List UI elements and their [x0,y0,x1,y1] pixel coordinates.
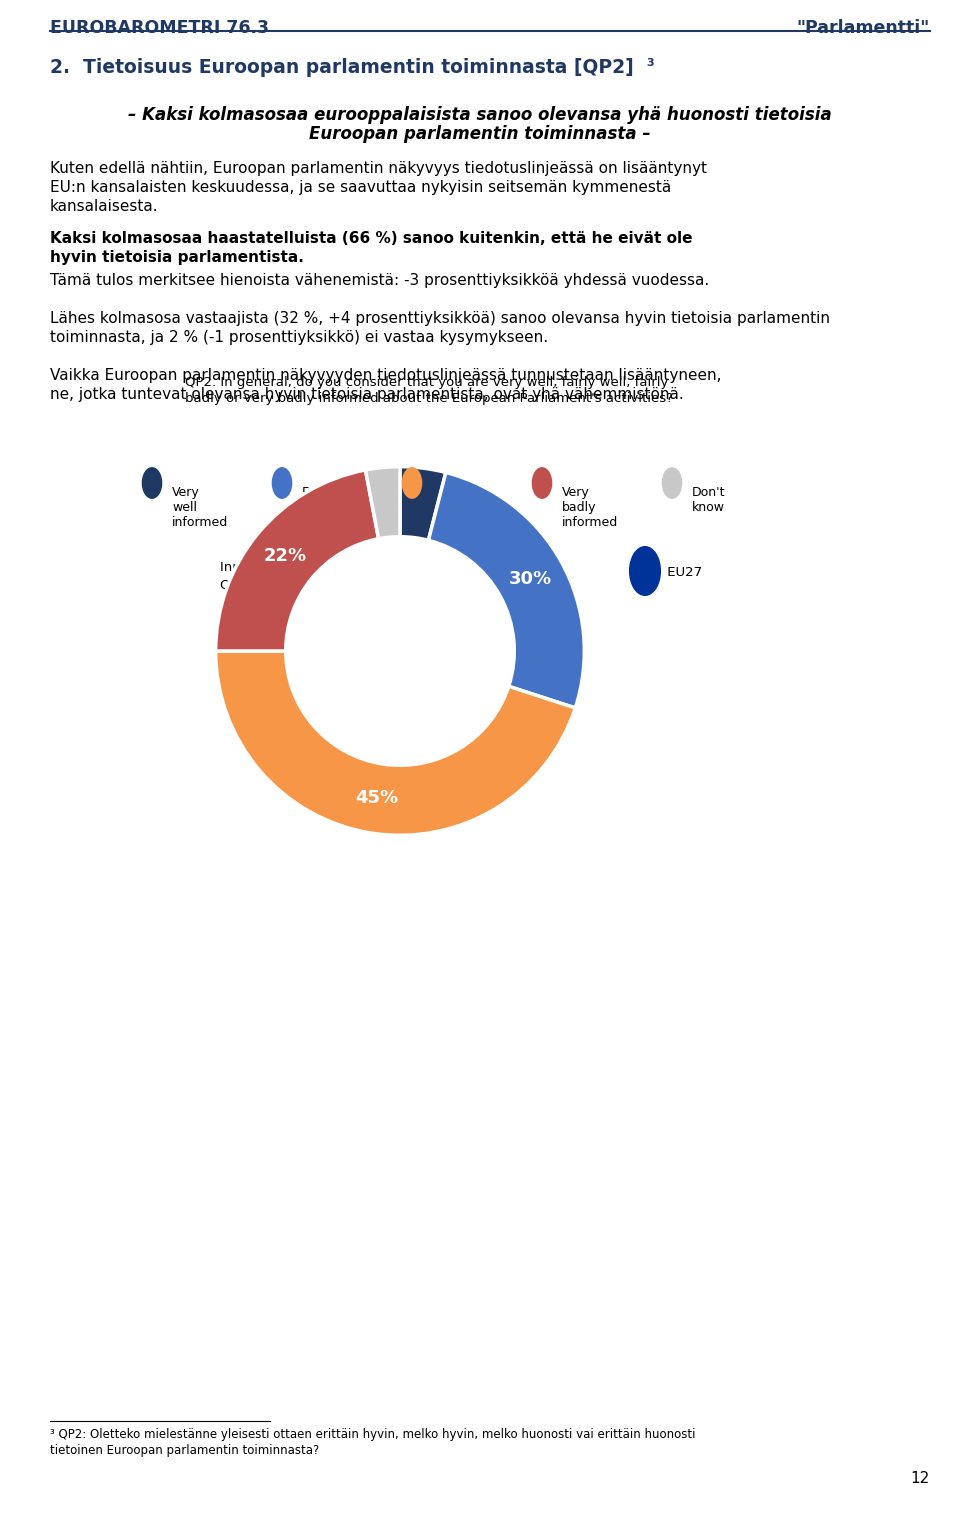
Text: "Parlamentti": "Parlamentti" [797,18,930,37]
Text: informed: informed [562,516,618,529]
Wedge shape [414,545,511,659]
Wedge shape [295,654,511,762]
Wedge shape [289,548,379,684]
Wedge shape [216,470,378,651]
Text: Very: Very [562,487,589,499]
Circle shape [346,596,454,706]
Text: Very: Very [172,487,200,499]
Wedge shape [428,473,585,707]
Text: Euroopan parlamentin toiminnasta –: Euroopan parlamentin toiminnasta – [309,125,651,143]
Text: Kuten edellä nähtiin, Euroopan parlamentin näkyvyys tiedotuslinjeässä on lisäänt: Kuten edellä nähtiin, Euroopan parlament… [50,161,707,176]
Text: 22%: 22% [263,548,306,564]
Text: Kaksi kolmasosaa haastatelluista (66 %) sanoo kuitenkin, että he eivät ole: Kaksi kolmasosaa haastatelluista (66 %) … [50,231,692,246]
Wedge shape [216,651,575,835]
Text: tietoinen Euroopan parlamentin toiminnasta?: tietoinen Euroopan parlamentin toiminnas… [50,1443,320,1457]
Text: 24%: 24% [302,607,346,624]
Text: Tämä tulos merkitsee hienoista vähenemistä: -3 prosenttiyksikköä yhdessä vuodess: Tämä tulos merkitsee hienoista vähenemis… [50,272,709,287]
Text: 2.  Tietoisuus Euroopan parlamentin toiminnasta [QP2]: 2. Tietoisuus Euroopan parlamentin toimi… [50,58,634,78]
Text: Fairly: Fairly [302,487,335,499]
Text: QP2. In general, do you consider that you are very well, fairly well, fairly: QP2. In general, do you consider that yo… [185,376,668,389]
Text: kansalaisesta.: kansalaisesta. [50,199,158,214]
Wedge shape [414,545,511,659]
Text: Inner pie :  EB74.3 Nov.-Dec. 2010: Inner pie : EB74.3 Nov.-Dec. 2010 [220,561,449,573]
Text: badly or very badly informed about the European Parliament's activities?: badly or very badly informed about the E… [185,392,673,405]
Text: EU:n kansalaisten keskuudessa, ja se saavuttaa nykyisin seitsemän kymmenestä: EU:n kansalaisten keskuudessa, ja se saa… [50,179,671,195]
Text: well: well [172,500,197,514]
Wedge shape [359,540,400,599]
Text: 44%: 44% [389,726,432,744]
Text: ne, jotka tuntevat olevansa hyvin tietoisia parlamentista, ovat yhä vähemmistönä: ne, jotka tuntevat olevansa hyvin tietoi… [50,386,684,402]
Text: 30%: 30% [509,570,552,589]
Circle shape [286,537,515,765]
Wedge shape [400,540,427,598]
Text: 26%: 26% [446,593,490,611]
Circle shape [346,596,454,706]
Text: informed: informed [172,516,228,529]
Text: 12: 12 [911,1471,930,1486]
Text: toiminnasta, ja 2 % (-1 prosenttiyksikkö) ei vastaa kysymykseen.: toiminnasta, ja 2 % (-1 prosenttiyksikkö… [50,330,548,345]
Text: informed: informed [302,516,358,529]
Text: informed: informed [432,516,489,529]
Wedge shape [359,540,400,599]
Wedge shape [289,548,379,684]
Wedge shape [366,467,400,538]
Text: badly: badly [432,500,467,514]
Text: 45%: 45% [355,789,398,808]
Text: Lähes kolmasosa vastaajista (32 %, +4 prosenttiyksikköä) sanoo olevansa hyvin ti: Lähes kolmasosa vastaajista (32 %, +4 pr… [50,310,830,325]
Text: EUROBAROMETRI 76.3: EUROBAROMETRI 76.3 [50,18,269,37]
Text: well: well [302,500,327,514]
Text: know: know [692,500,725,514]
Text: Outer pie :  EB76.3 Nov. 2011: Outer pie : EB76.3 Nov. 2011 [220,580,418,592]
Text: Don't: Don't [692,487,726,499]
Text: Fairly: Fairly [432,487,466,499]
Text: badly: badly [562,500,596,514]
Wedge shape [400,540,427,598]
Text: EU27: EU27 [663,566,702,580]
Text: – Kaksi kolmasosaa eurooppalaisista sanoo olevansa yhä huonosti tietoisia: – Kaksi kolmasosaa eurooppalaisista sano… [128,106,832,125]
Wedge shape [400,467,445,540]
Text: Vaikka Euroopan parlamentin näkyvyyden tiedotuslinjeässä tunnustetaan lisääntyne: Vaikka Euroopan parlamentin näkyvyyden t… [50,368,722,383]
Text: 3: 3 [646,58,654,68]
Text: hyvin tietoisia parlamentista.: hyvin tietoisia parlamentista. [50,249,304,265]
Wedge shape [295,654,511,762]
Text: ³ QP2: Oletteko mielestänne yleisesti ottaen erittäin hyvin, melko hyvin, melko : ³ QP2: Oletteko mielestänne yleisesti ot… [50,1428,695,1440]
